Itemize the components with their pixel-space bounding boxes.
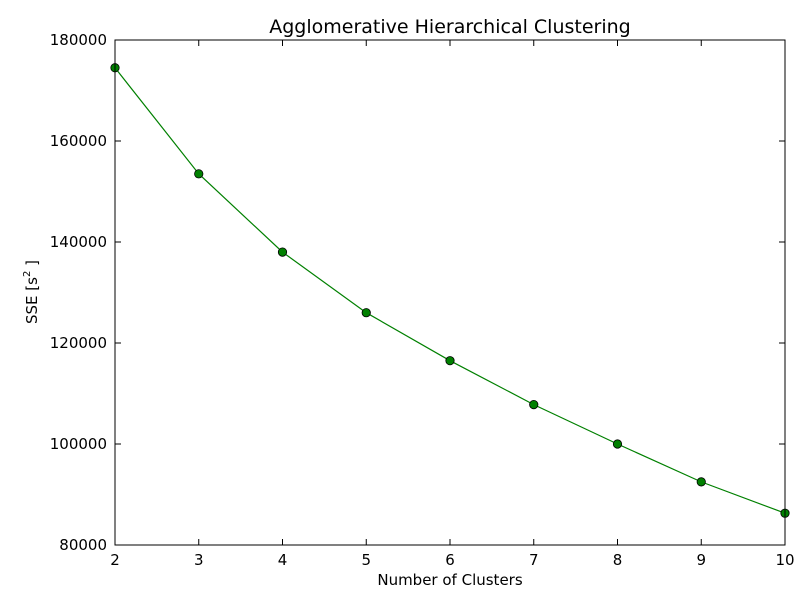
x-tick-label: 8 <box>613 551 623 569</box>
data-point <box>361 308 371 318</box>
y-axis-label-end: ] <box>23 260 41 271</box>
data-point <box>612 439 623 449</box>
x-tick-label: 5 <box>361 551 371 569</box>
y-axis-label-sup: 2 <box>22 271 33 277</box>
x-tick-label: 9 <box>696 551 706 569</box>
y-tick-label: 160000 <box>50 132 107 150</box>
plot-area <box>115 40 785 545</box>
y-tick-label: 180000 <box>50 31 107 49</box>
y-axis-label: SSE [s2 ] <box>22 260 41 324</box>
data-point <box>194 169 204 179</box>
y-axis-label-main: SSE [s <box>23 277 41 324</box>
series-layer <box>110 63 790 518</box>
x-tick-label: 10 <box>775 551 794 569</box>
x-tick-label: 4 <box>278 551 288 569</box>
x-tick-label: 7 <box>529 551 539 569</box>
data-point <box>277 247 288 257</box>
data-point <box>445 356 455 366</box>
x-axis-label: Number of Clusters <box>377 571 522 589</box>
data-point <box>696 477 706 487</box>
x-tick-label: 6 <box>445 551 455 569</box>
y-tick-label: 80000 <box>59 536 107 554</box>
plot-frame <box>114 39 786 546</box>
x-tick-label: 3 <box>194 551 204 569</box>
tick-labels: 2 3 4 5 6 7 8 9 10 80000 100000 120000 140000 160000 1… <box>50 31 795 569</box>
y-tick-label: 100000 <box>50 435 107 453</box>
data-point <box>529 400 539 410</box>
x-tick-label: 2 <box>110 551 120 569</box>
y-tick-label: 140000 <box>50 233 107 251</box>
y-tick-label: 120000 <box>50 334 107 352</box>
chart-title: Agglomerative Hierarchical Clustering <box>269 16 630 38</box>
